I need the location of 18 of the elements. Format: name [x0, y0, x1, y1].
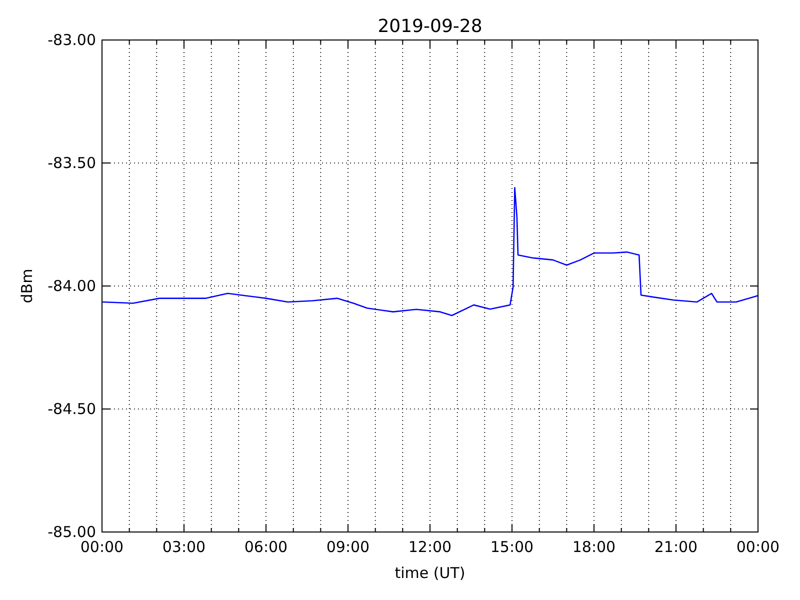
x-tick-label: 12:00: [408, 538, 452, 556]
x-tick-label: 18:00: [572, 538, 616, 556]
y-tick-label: -84.00: [48, 277, 96, 295]
y-tick-label: -83.50: [48, 154, 96, 172]
x-axis-title: time (UT): [394, 564, 466, 582]
x-tick-label: 15:00: [490, 538, 534, 556]
y-tick-label: -83.00: [48, 31, 96, 49]
x-tick-label: 00:00: [80, 538, 124, 556]
x-tick-label: 00:00: [736, 538, 780, 556]
x-tick-label: 03:00: [162, 538, 206, 556]
line-series: [102, 186, 758, 316]
x-tick-label: 06:00: [244, 538, 288, 556]
y-tick-label: -84.50: [48, 400, 96, 418]
y-axis-title: dBm: [18, 268, 36, 304]
chart-title: 2019-09-28: [378, 16, 482, 37]
x-tick-label: 09:00: [326, 538, 370, 556]
x-tick-label: 21:00: [654, 538, 698, 556]
y-tick-label: -85.00: [48, 523, 96, 541]
